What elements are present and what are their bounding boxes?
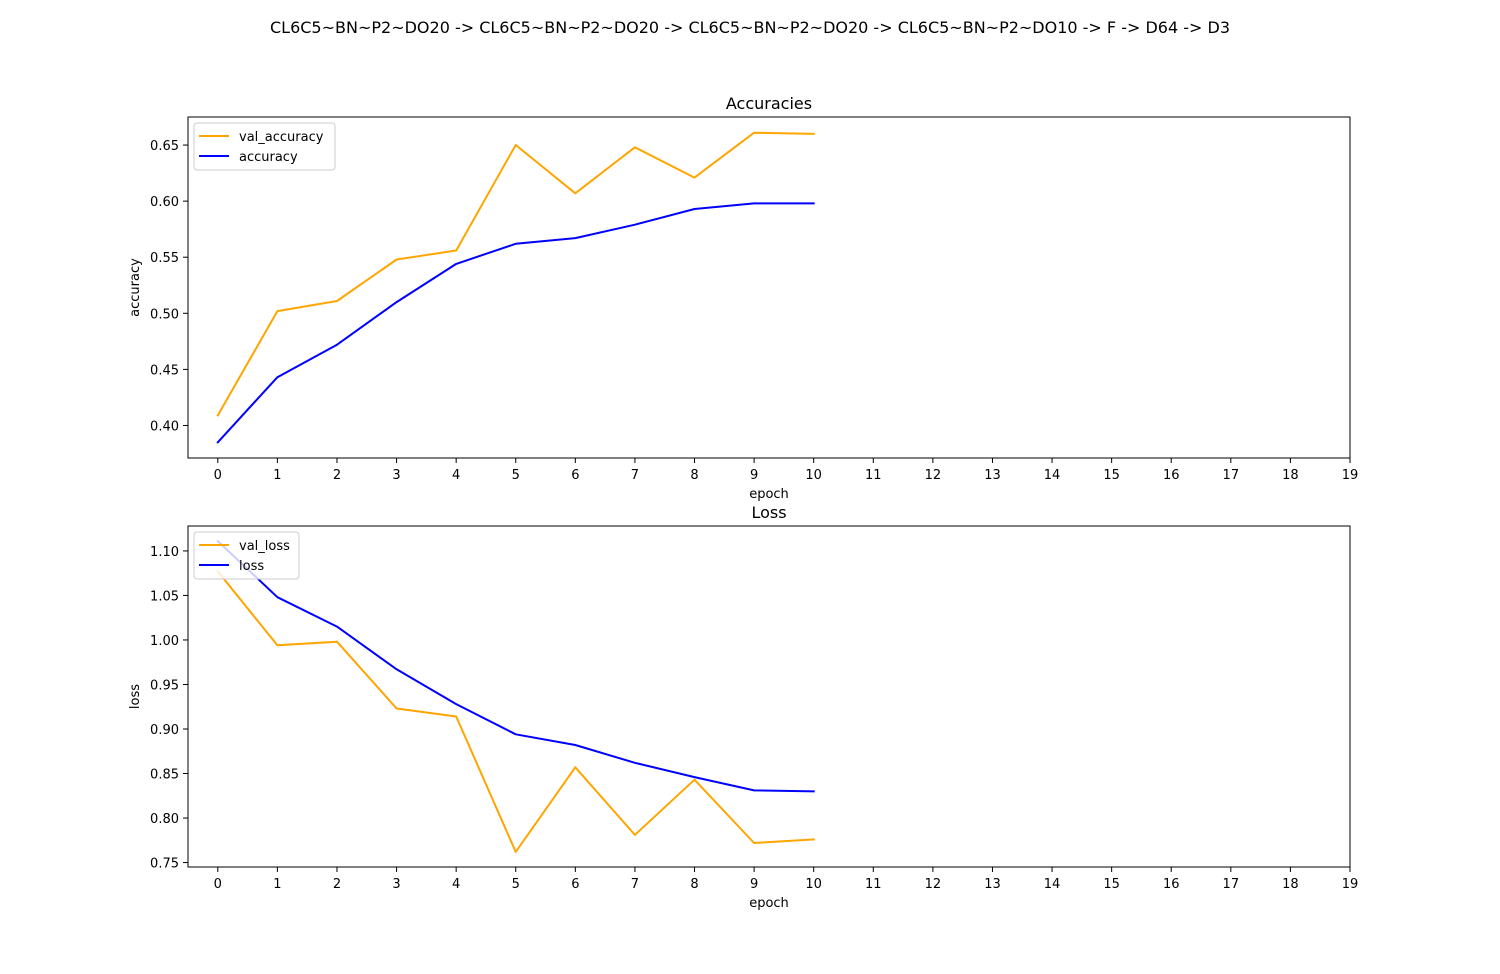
x-tick-label: 0 bbox=[214, 468, 222, 483]
legend-label-loss: loss bbox=[239, 559, 264, 574]
y-tick-label: 0.40 bbox=[150, 419, 179, 434]
series-line-val_accuracy bbox=[216, 131, 815, 417]
x-tick-label: 17 bbox=[1223, 877, 1240, 892]
x-tick-label: 11 bbox=[865, 877, 882, 892]
x-tick-label: 1 bbox=[273, 877, 281, 892]
x-tick-label: 11 bbox=[865, 468, 882, 483]
axes-frame bbox=[187, 116, 1351, 459]
x-tick-label: 10 bbox=[805, 468, 822, 483]
x-tick-label: 12 bbox=[925, 468, 942, 483]
x-tick-label: 5 bbox=[512, 468, 520, 483]
x-tick-label: 10 bbox=[805, 877, 822, 892]
y-tick-label: 0.55 bbox=[150, 251, 179, 266]
axes-frame bbox=[187, 525, 1351, 868]
x-tick-label: 19 bbox=[1342, 877, 1359, 892]
series-line-loss bbox=[216, 539, 815, 793]
x-tick-label: 18 bbox=[1282, 877, 1299, 892]
x-tick-label: 2 bbox=[333, 877, 341, 892]
y-tick-label: 0.85 bbox=[150, 768, 179, 783]
x-tick-label: 15 bbox=[1103, 468, 1120, 483]
x-tick-label: 4 bbox=[452, 468, 460, 483]
y-axis-label: accuracy bbox=[128, 258, 143, 317]
chart-title: Accuracies bbox=[726, 94, 812, 113]
x-tick-label: 16 bbox=[1163, 468, 1180, 483]
x-tick-label: 18 bbox=[1282, 468, 1299, 483]
y-tick-label: 0.45 bbox=[150, 363, 179, 378]
x-tick-label: 17 bbox=[1223, 468, 1240, 483]
y-tick-label: 0.65 bbox=[150, 139, 179, 154]
legend: val_accuracy accuracy bbox=[193, 122, 336, 171]
x-tick-label: 4 bbox=[452, 877, 460, 892]
legend-box bbox=[193, 531, 300, 580]
x-tick-label: 2 bbox=[333, 468, 341, 483]
x-tick-label: 6 bbox=[571, 468, 579, 483]
y-tick-label: 0.50 bbox=[150, 307, 179, 322]
y-axis-label: loss bbox=[128, 684, 143, 709]
x-tick-label: 3 bbox=[392, 468, 400, 483]
x-tick-label: 9 bbox=[750, 468, 758, 483]
x-tick-label: 16 bbox=[1163, 877, 1180, 892]
x-tick-label: 3 bbox=[392, 877, 400, 892]
legend-label-val_accuracy: val_accuracy bbox=[239, 130, 324, 145]
x-tick-label: 8 bbox=[690, 877, 698, 892]
y-tick-label: 1.10 bbox=[150, 545, 179, 560]
x-tick-label: 14 bbox=[1044, 468, 1061, 483]
y-tick-label: 0.75 bbox=[150, 857, 179, 872]
series-line-accuracy bbox=[216, 202, 815, 444]
x-tick-label: 8 bbox=[690, 468, 698, 483]
x-tick-label: 13 bbox=[984, 877, 1001, 892]
legend-label-val_loss: val_loss bbox=[239, 539, 290, 554]
legend-label-accuracy: accuracy bbox=[239, 150, 298, 165]
x-tick-label: 5 bbox=[512, 877, 520, 892]
x-tick-label: 14 bbox=[1044, 877, 1061, 892]
y-tick-label: 0.95 bbox=[150, 678, 179, 693]
x-tick-label: 19 bbox=[1342, 468, 1359, 483]
y-tick-label: 1.00 bbox=[150, 634, 179, 649]
x-tick-label: 7 bbox=[631, 877, 639, 892]
x-tick-label: 7 bbox=[631, 468, 639, 483]
x-axis-label: epoch bbox=[749, 896, 789, 911]
y-tick-label: 0.60 bbox=[150, 195, 179, 210]
x-axis-label: epoch bbox=[749, 487, 789, 502]
legend-box bbox=[193, 122, 336, 171]
x-tick-label: 1 bbox=[273, 468, 281, 483]
figure-suptitle: CL6C5~BN~P2~DO20 -> CL6C5~BN~P2~DO20 -> … bbox=[270, 18, 1230, 37]
series-line-val_loss bbox=[216, 569, 815, 853]
chart-title: Loss bbox=[751, 503, 786, 522]
y-tick-label: 0.80 bbox=[150, 812, 179, 827]
x-tick-label: 13 bbox=[984, 468, 1001, 483]
y-tick-label: 1.05 bbox=[150, 589, 179, 604]
x-tick-label: 9 bbox=[750, 877, 758, 892]
y-tick-label: 0.90 bbox=[150, 723, 179, 738]
x-tick-label: 15 bbox=[1103, 877, 1120, 892]
x-tick-label: 0 bbox=[214, 877, 222, 892]
x-tick-label: 6 bbox=[571, 877, 579, 892]
x-tick-label: 12 bbox=[925, 877, 942, 892]
